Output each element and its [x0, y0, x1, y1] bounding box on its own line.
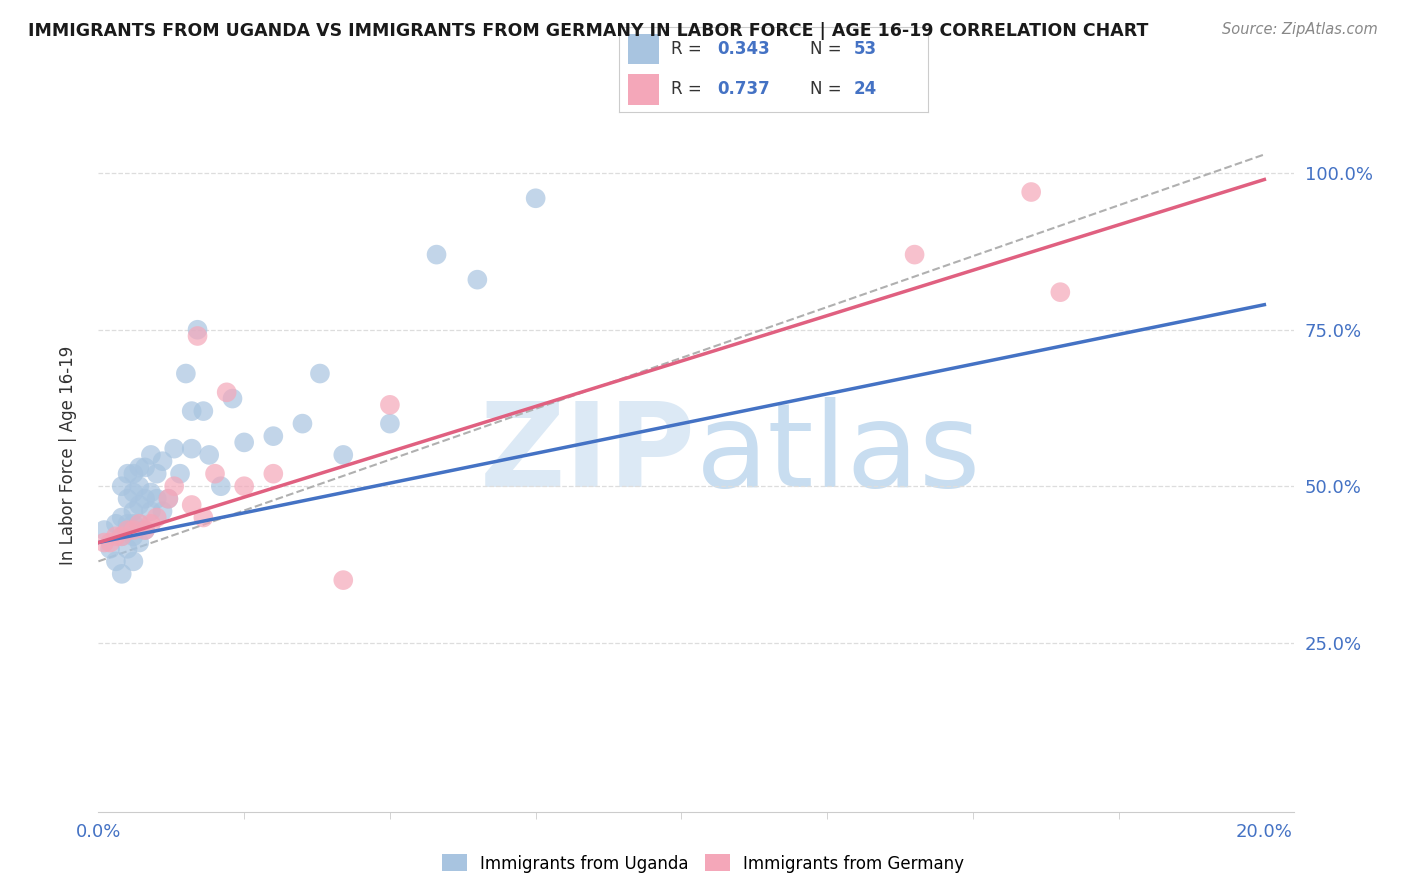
- Point: [117, 516, 139, 531]
- Point: [209, 479, 232, 493]
- Point: [128, 535, 150, 549]
- Text: R =: R =: [671, 40, 707, 58]
- Point: [139, 485, 162, 500]
- Point: [93, 523, 115, 537]
- Text: IMMIGRANTS FROM UGANDA VS IMMIGRANTS FROM GERMANY IN LABOR FORCE | AGE 16-19 COR: IMMIGRANTS FROM UGANDA VS IMMIGRANTS FRO…: [28, 22, 1149, 40]
- Point: [903, 247, 925, 261]
- Point: [122, 529, 145, 543]
- Point: [111, 510, 134, 524]
- Point: [524, 191, 547, 205]
- Point: [122, 516, 145, 531]
- Point: [128, 498, 150, 512]
- Point: [117, 541, 139, 556]
- Point: [111, 566, 134, 581]
- Point: [180, 404, 202, 418]
- Text: atlas: atlas: [696, 398, 981, 512]
- Point: [128, 460, 150, 475]
- Point: [378, 417, 401, 431]
- Point: [204, 467, 226, 481]
- Point: [122, 523, 145, 537]
- Point: [128, 516, 150, 531]
- Point: [104, 554, 127, 568]
- Point: [221, 392, 243, 406]
- Point: [122, 504, 145, 518]
- Point: [128, 479, 150, 493]
- Point: [145, 510, 167, 524]
- Point: [111, 479, 134, 493]
- Point: [332, 573, 354, 587]
- Point: [122, 467, 145, 481]
- Point: [139, 504, 162, 518]
- Point: [134, 460, 156, 475]
- Point: [128, 516, 150, 531]
- Text: 24: 24: [853, 80, 877, 98]
- Point: [186, 329, 208, 343]
- Point: [332, 448, 354, 462]
- Point: [134, 523, 156, 537]
- Point: [134, 491, 156, 506]
- Point: [98, 535, 121, 549]
- Point: [157, 491, 180, 506]
- Point: [378, 398, 401, 412]
- Text: 0.737: 0.737: [717, 80, 770, 98]
- Point: [98, 541, 121, 556]
- Text: 53: 53: [853, 40, 877, 58]
- Point: [117, 523, 139, 537]
- Point: [198, 448, 221, 462]
- Point: [233, 435, 256, 450]
- Point: [122, 554, 145, 568]
- Point: [104, 529, 127, 543]
- Point: [139, 448, 162, 462]
- Point: [233, 479, 256, 493]
- Point: [163, 442, 186, 456]
- Point: [163, 479, 186, 493]
- Point: [139, 516, 162, 531]
- Text: N =: N =: [810, 40, 848, 58]
- Point: [193, 510, 215, 524]
- Y-axis label: In Labor Force | Age 16-19: In Labor Force | Age 16-19: [59, 345, 77, 565]
- Point: [145, 491, 167, 506]
- Point: [117, 467, 139, 481]
- Legend: Immigrants from Uganda, Immigrants from Germany: Immigrants from Uganda, Immigrants from …: [434, 847, 972, 880]
- Text: ZIP: ZIP: [479, 398, 696, 512]
- Point: [291, 417, 314, 431]
- Point: [309, 367, 332, 381]
- Point: [425, 247, 447, 261]
- Point: [152, 504, 174, 518]
- Point: [93, 535, 115, 549]
- Point: [1019, 185, 1042, 199]
- Text: N =: N =: [810, 80, 848, 98]
- Text: R =: R =: [671, 80, 707, 98]
- Point: [122, 485, 145, 500]
- Point: [134, 523, 156, 537]
- FancyBboxPatch shape: [628, 74, 659, 104]
- Text: Source: ZipAtlas.com: Source: ZipAtlas.com: [1222, 22, 1378, 37]
- Point: [111, 529, 134, 543]
- Point: [193, 404, 215, 418]
- FancyBboxPatch shape: [628, 34, 659, 64]
- Point: [262, 429, 284, 443]
- Point: [117, 491, 139, 506]
- Point: [174, 367, 197, 381]
- Point: [104, 516, 127, 531]
- Text: 0.343: 0.343: [717, 40, 770, 58]
- Point: [152, 454, 174, 468]
- Point: [111, 529, 134, 543]
- Point: [157, 491, 180, 506]
- Point: [180, 442, 202, 456]
- Point: [215, 385, 238, 400]
- Point: [169, 467, 191, 481]
- Point: [1049, 285, 1071, 300]
- Point: [180, 498, 202, 512]
- Point: [186, 323, 208, 337]
- Point: [262, 467, 284, 481]
- Point: [467, 273, 489, 287]
- Point: [145, 467, 167, 481]
